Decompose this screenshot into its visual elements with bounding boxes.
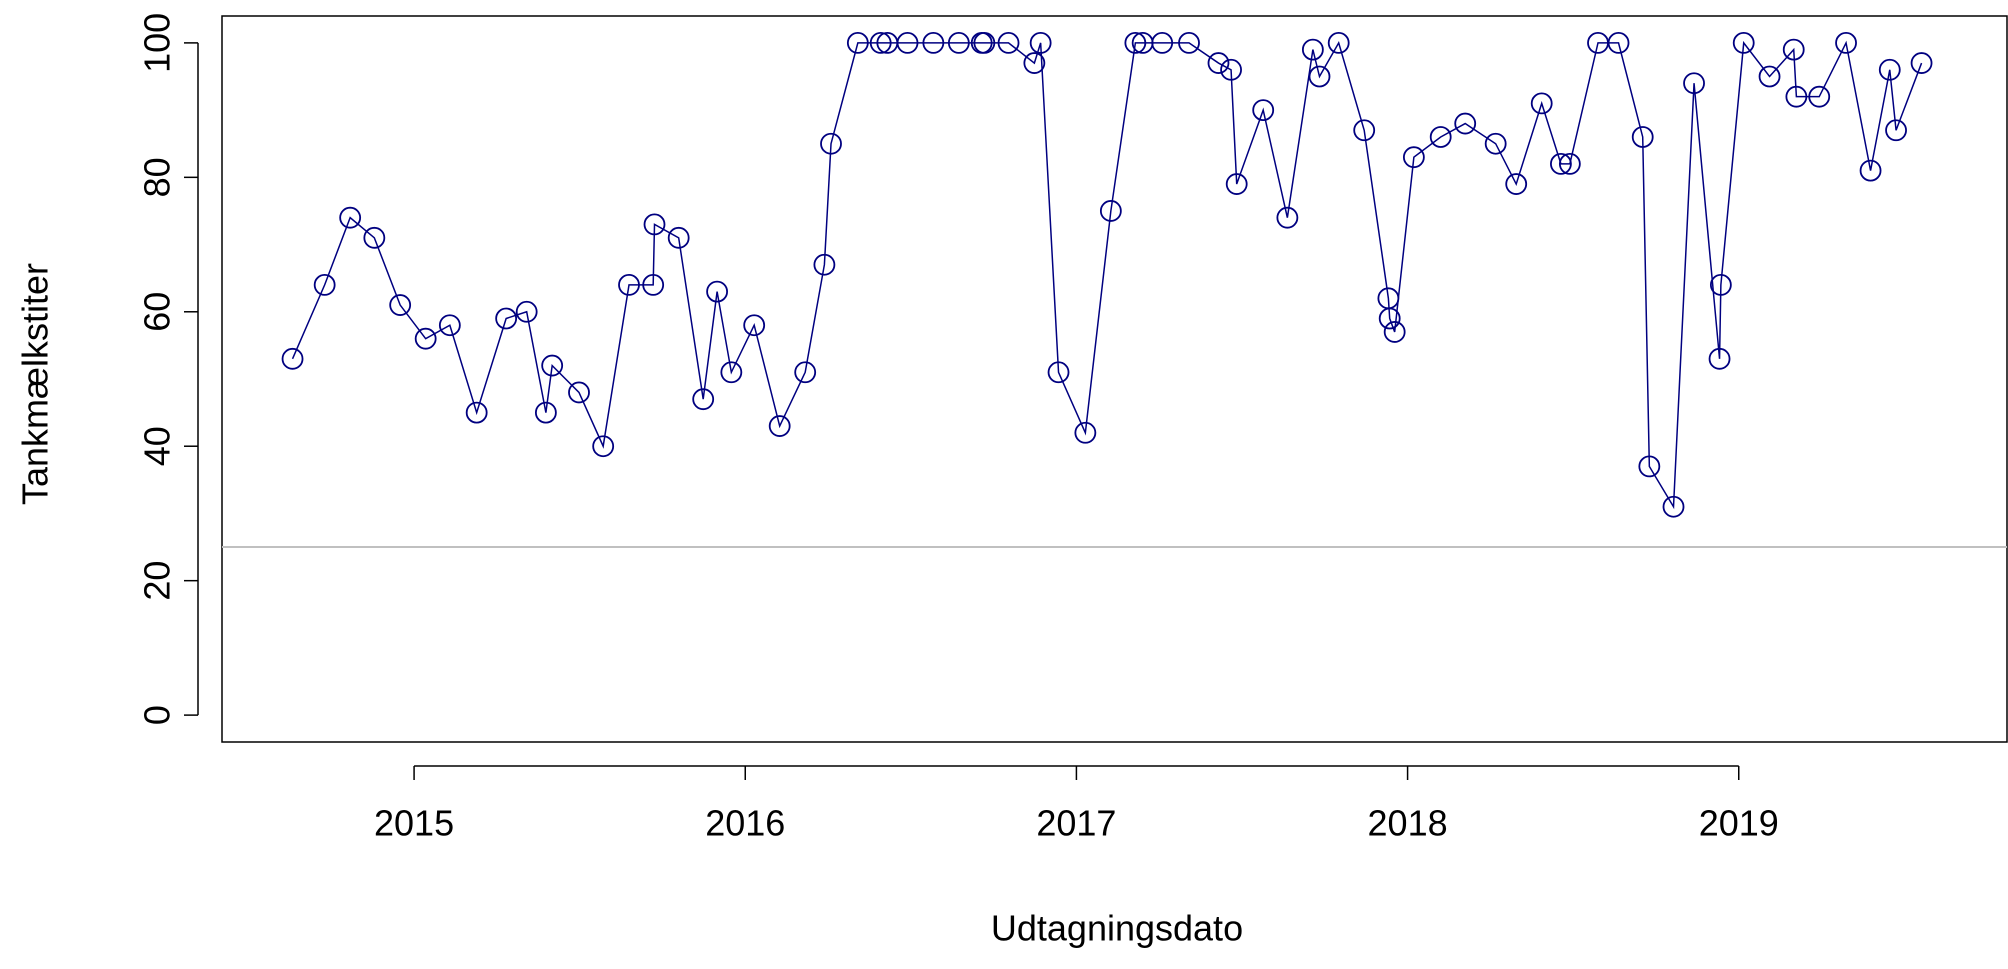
x-tick-label: 2016 <box>705 803 785 844</box>
y-tick-label: 100 <box>137 13 178 73</box>
data-point <box>1047 361 1070 384</box>
data-point <box>1732 31 1755 54</box>
data-point <box>820 132 842 155</box>
y-tick-label: 60 <box>137 292 178 332</box>
data-point <box>1429 126 1452 148</box>
data-point <box>515 300 538 323</box>
plot-frame <box>221 15 2008 743</box>
data-point <box>1638 455 1661 478</box>
data-point <box>1785 85 1808 108</box>
data-point <box>363 226 386 249</box>
y-tick-label: 20 <box>137 561 178 601</box>
data-point <box>438 314 461 337</box>
data-point <box>1207 52 1230 74</box>
data-point <box>1758 65 1781 88</box>
data-point <box>1631 126 1654 148</box>
data-point <box>1859 159 1882 182</box>
data-point <box>846 31 869 54</box>
data-point <box>1505 173 1528 195</box>
data-point <box>1029 31 1052 54</box>
data-point <box>618 273 640 296</box>
data-point <box>339 206 362 229</box>
data-point <box>896 31 919 54</box>
data-point <box>1808 85 1831 108</box>
data-point <box>1099 200 1122 222</box>
data-point <box>1607 31 1630 54</box>
data-line <box>291 40 1923 510</box>
y-axis-label: Tankmælkstiter <box>15 263 56 505</box>
data-point <box>1885 119 1907 142</box>
data-point <box>768 415 791 437</box>
data-point <box>1327 31 1350 54</box>
data-point <box>1383 321 1406 343</box>
data-point <box>1124 31 1147 54</box>
data-point <box>1454 112 1477 135</box>
x-axis-label: Udtagningsdato <box>991 908 1243 949</box>
data-point <box>720 361 743 384</box>
y-tick-label: 0 <box>137 705 178 725</box>
x-tick-label: 2019 <box>1699 803 1779 844</box>
data-point <box>313 273 336 296</box>
data-point <box>1074 421 1097 444</box>
data-point <box>692 388 715 411</box>
data-point <box>1301 38 1324 61</box>
y-tick-label: 40 <box>137 426 178 466</box>
data-point <box>1530 92 1553 115</box>
data-point <box>1023 52 1046 74</box>
data-point <box>1402 146 1425 169</box>
data-point <box>947 31 970 54</box>
data-point <box>414 327 437 350</box>
data-point <box>1252 99 1275 122</box>
data-point <box>794 361 817 384</box>
data-point <box>922 31 945 54</box>
data-point <box>643 213 666 236</box>
data-point <box>1353 119 1376 142</box>
data-point <box>1276 206 1299 229</box>
data-point <box>1709 273 1732 296</box>
data-point <box>1683 72 1705 95</box>
data-point <box>1550 152 1572 175</box>
data-point <box>1308 65 1331 88</box>
data-point <box>568 381 590 404</box>
data-point <box>1225 173 1248 195</box>
data-point <box>1662 495 1685 518</box>
data-point <box>1708 347 1731 370</box>
data-point <box>997 31 1020 54</box>
data-point <box>495 307 518 330</box>
data-point <box>389 294 412 316</box>
data-point <box>667 226 690 249</box>
data-point <box>1484 132 1507 155</box>
data-point <box>1910 52 1933 74</box>
data-point <box>1378 307 1401 330</box>
data-point <box>1835 31 1857 54</box>
data-point <box>1178 31 1200 54</box>
data-point <box>869 31 892 54</box>
data-point <box>1782 38 1805 61</box>
data-point <box>465 401 488 424</box>
x-tick-label: 2017 <box>1036 803 1116 844</box>
data-point <box>534 401 557 424</box>
data-point <box>1220 58 1242 81</box>
data-point <box>1558 152 1581 175</box>
data-point <box>642 273 665 296</box>
data-point <box>592 435 615 458</box>
data-point <box>743 314 766 337</box>
data-point <box>281 347 304 370</box>
data-point <box>973 31 996 54</box>
data-point <box>541 354 564 377</box>
data-point <box>706 280 728 303</box>
x-tick-label: 2015 <box>374 803 454 844</box>
y-tick-label: 80 <box>137 157 178 197</box>
data-point <box>813 253 836 276</box>
data-point <box>1151 31 1174 54</box>
data-point <box>1878 58 1901 81</box>
x-tick-label: 2018 <box>1368 803 1448 844</box>
